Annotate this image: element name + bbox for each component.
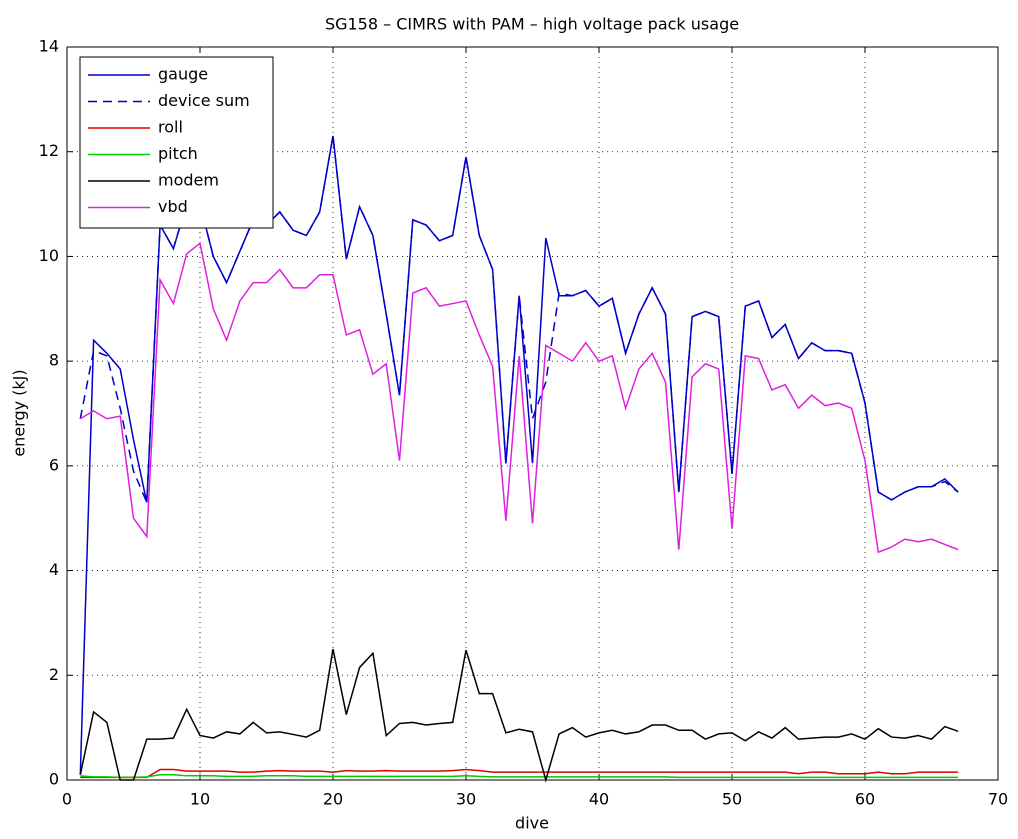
legend-label: gauge [158,65,208,84]
series-line [79,241,959,554]
legend-label: modem [158,171,219,190]
y-tick-label: 0 [49,770,59,789]
y-tick-label: 10 [39,246,59,265]
x-tick-label: 60 [855,790,875,809]
x-tick-label: 0 [62,790,72,809]
plot-frame [66,46,999,781]
x-axis-label: dive [515,814,549,833]
legend-label: device sum [158,91,250,110]
series-line [79,135,959,503]
y-tick-label: 8 [49,351,59,370]
y-tick-label: 14 [39,37,59,56]
legend-label: roll [158,118,183,137]
y-tick-label: 6 [49,455,59,474]
y-axis-label: energy (kJ) [10,369,29,456]
legend-label: pitch [158,144,198,163]
series-line [80,768,959,779]
x-tick-label: 50 [722,790,742,809]
x-tick-label: 20 [323,790,343,809]
y-tick-label: 4 [49,560,59,579]
x-tick-label: 30 [456,790,476,809]
legend: gauge device sum roll pitch modem vbd [79,56,274,229]
x-tick-label: 70 [988,790,1008,809]
legend-label: vbd [158,197,188,216]
series-line [80,774,959,779]
legend-box [79,56,274,229]
x-tick-label: 10 [190,790,210,809]
y-tick-label: 2 [49,665,59,684]
x-tick-label: 40 [589,790,609,809]
chart-title: SG158 – CIMRS with PAM – high voltage pa… [325,15,739,34]
series-line [79,648,959,783]
y-tick-label: 12 [39,141,59,160]
